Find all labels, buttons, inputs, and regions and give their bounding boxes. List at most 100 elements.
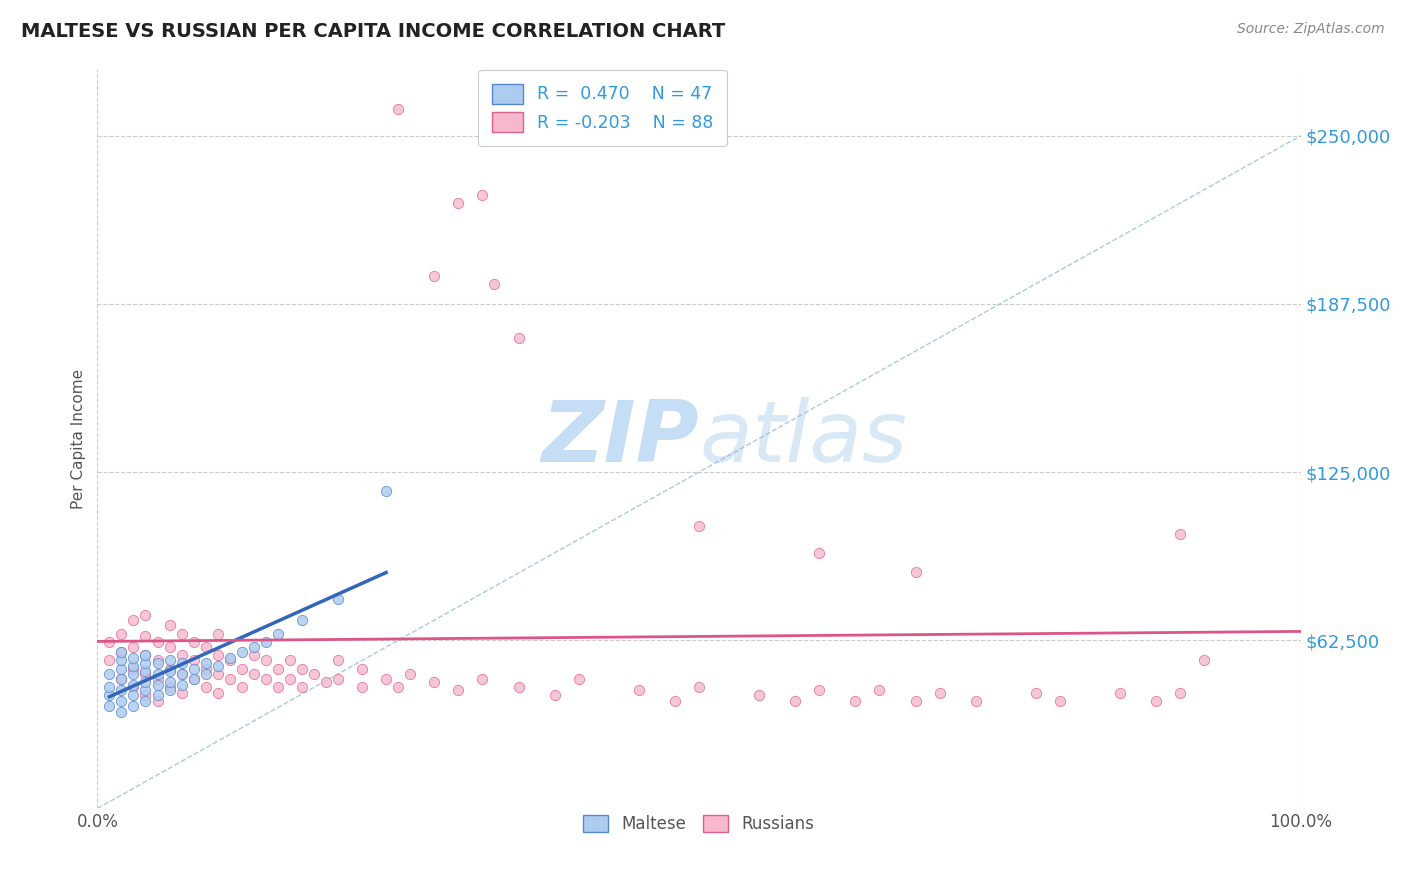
Point <box>508 330 530 344</box>
Point <box>218 650 240 665</box>
Point <box>159 675 181 690</box>
Point <box>170 648 193 662</box>
Point <box>146 634 169 648</box>
Point <box>242 648 264 662</box>
Point <box>183 673 205 687</box>
Point <box>146 653 169 667</box>
Point <box>122 689 145 703</box>
Point <box>146 667 169 681</box>
Point <box>218 653 240 667</box>
Point <box>471 188 494 202</box>
Point <box>110 673 132 687</box>
Point <box>302 667 325 681</box>
Point <box>122 658 145 673</box>
Point <box>159 683 181 698</box>
Point <box>146 678 169 692</box>
Point <box>387 102 409 116</box>
Point <box>231 645 253 659</box>
Point <box>965 694 987 708</box>
Text: MALTESE VS RUSSIAN PER CAPITA INCOME CORRELATION CHART: MALTESE VS RUSSIAN PER CAPITA INCOME COR… <box>21 22 725 41</box>
Point <box>122 699 145 714</box>
Point <box>267 661 290 675</box>
Point <box>146 694 169 708</box>
Point <box>110 653 132 667</box>
Point <box>159 681 181 695</box>
Point <box>98 653 121 667</box>
Point <box>170 656 193 670</box>
Point <box>110 626 132 640</box>
Point <box>291 613 314 627</box>
Point <box>122 667 145 681</box>
Point <box>928 686 950 700</box>
Point <box>110 661 132 675</box>
Point <box>170 667 193 681</box>
Point <box>869 683 891 698</box>
Point <box>291 681 314 695</box>
Text: ZIP: ZIP <box>541 397 699 480</box>
Point <box>146 673 169 687</box>
Point <box>242 667 264 681</box>
Point <box>278 653 301 667</box>
Point <box>471 673 494 687</box>
Point <box>447 196 470 211</box>
Point <box>207 658 229 673</box>
Point <box>423 675 446 690</box>
Point <box>134 648 156 662</box>
Point <box>170 686 193 700</box>
Point <box>183 634 205 648</box>
Point <box>170 626 193 640</box>
Point <box>183 653 205 667</box>
Point <box>159 661 181 675</box>
Point <box>159 618 181 632</box>
Point <box>231 681 253 695</box>
Point <box>134 664 156 678</box>
Point <box>194 667 217 681</box>
Point <box>315 675 337 690</box>
Point <box>110 673 132 687</box>
Point <box>194 681 217 695</box>
Point <box>267 681 290 695</box>
Point <box>352 681 374 695</box>
Point <box>844 694 866 708</box>
Point <box>254 673 277 687</box>
Point <box>122 681 145 695</box>
Point <box>183 661 205 675</box>
Point <box>231 661 253 675</box>
Point <box>170 667 193 681</box>
Point <box>375 483 398 498</box>
Point <box>326 653 349 667</box>
Point <box>326 673 349 687</box>
Point <box>207 686 229 700</box>
Point <box>122 661 145 675</box>
Point <box>159 664 181 678</box>
Point <box>134 607 156 622</box>
Point <box>98 681 121 695</box>
Legend: Maltese, Russians: Maltese, Russians <box>572 803 827 845</box>
Point <box>1109 686 1132 700</box>
Point <box>98 699 121 714</box>
Point <box>423 268 446 283</box>
Point <box>484 277 506 291</box>
Point <box>808 683 831 698</box>
Point <box>242 640 264 654</box>
Point <box>194 656 217 670</box>
Point <box>159 653 181 667</box>
Point <box>1194 653 1216 667</box>
Point <box>278 673 301 687</box>
Point <box>146 689 169 703</box>
Point <box>98 634 121 648</box>
Point <box>134 629 156 643</box>
Point <box>688 519 710 533</box>
Point <box>98 689 121 703</box>
Point <box>122 650 145 665</box>
Point <box>134 667 156 681</box>
Point <box>291 661 314 675</box>
Point <box>785 694 807 708</box>
Point <box>110 645 132 659</box>
Point <box>170 678 193 692</box>
Text: Source: ZipAtlas.com: Source: ZipAtlas.com <box>1237 22 1385 37</box>
Text: atlas: atlas <box>699 397 907 480</box>
Point <box>267 626 290 640</box>
Y-axis label: Per Capita Income: Per Capita Income <box>72 368 86 508</box>
Point <box>194 640 217 654</box>
